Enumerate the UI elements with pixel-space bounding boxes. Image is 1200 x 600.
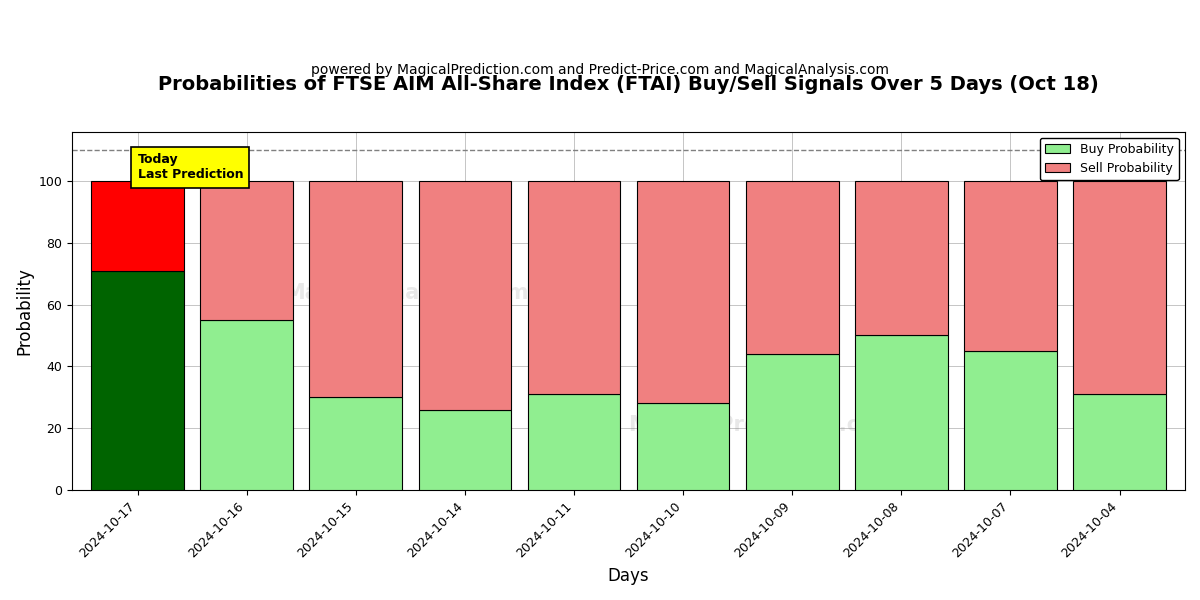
Bar <box>419 410 511 490</box>
Bar <box>854 181 948 335</box>
Bar <box>91 271 184 490</box>
Bar <box>528 181 620 394</box>
Bar <box>310 397 402 490</box>
Y-axis label: Probability: Probability <box>16 267 34 355</box>
Bar <box>1073 181 1166 394</box>
Bar <box>637 403 730 490</box>
Text: Today
Last Prediction: Today Last Prediction <box>138 153 244 181</box>
Text: powered by MagicalPrediction.com and Predict-Price.com and MagicalAnalysis.com: powered by MagicalPrediction.com and Pre… <box>311 63 889 77</box>
X-axis label: Days: Days <box>607 567 649 585</box>
Bar <box>200 181 293 320</box>
Title: Probabilities of FTSE AIM All-Share Index (FTAI) Buy/Sell Signals Over 5 Days (O: Probabilities of FTSE AIM All-Share Inde… <box>158 75 1099 94</box>
Bar <box>637 181 730 403</box>
Bar <box>1073 394 1166 490</box>
Bar <box>310 181 402 397</box>
Bar <box>746 354 839 490</box>
Bar <box>964 181 1057 351</box>
Bar <box>528 394 620 490</box>
Bar <box>964 351 1057 490</box>
Bar <box>746 181 839 354</box>
Bar <box>854 335 948 490</box>
Bar <box>200 320 293 490</box>
Text: MagicalAnalysis.com: MagicalAnalysis.com <box>283 283 528 303</box>
Bar <box>91 181 184 271</box>
Bar <box>419 181 511 410</box>
Text: MagicalPrediction.com: MagicalPrediction.com <box>629 415 895 436</box>
Legend: Buy Probability, Sell Probability: Buy Probability, Sell Probability <box>1040 138 1178 180</box>
